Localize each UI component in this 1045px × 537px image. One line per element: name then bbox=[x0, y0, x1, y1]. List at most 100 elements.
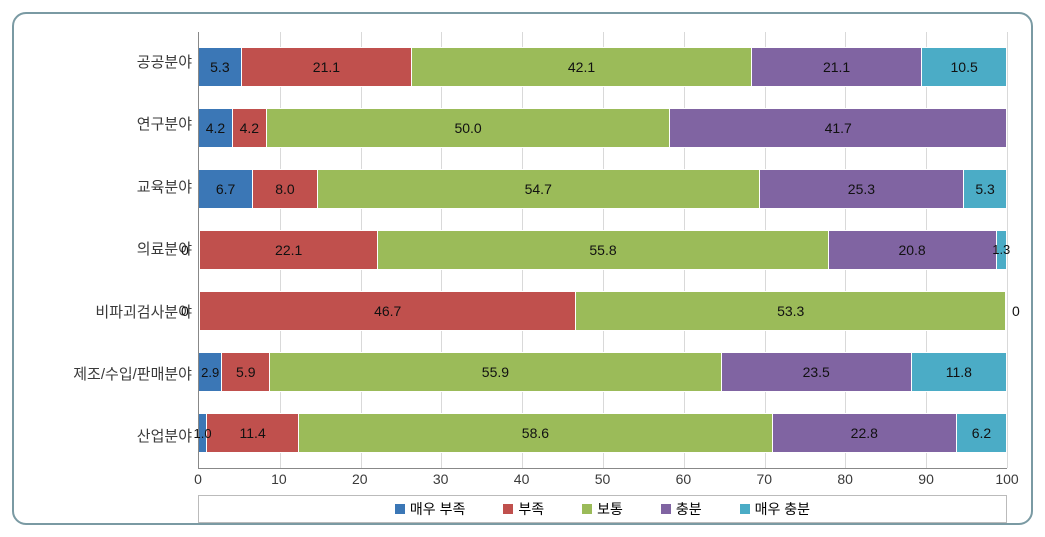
bar-segment: 22.1 bbox=[200, 230, 378, 270]
y-axis-label: 산업분야 bbox=[38, 429, 192, 446]
bar-segment: 41.7 bbox=[670, 108, 1007, 148]
bar-value-label: 0 bbox=[1012, 303, 1020, 319]
bar-segment: 21.1 bbox=[752, 47, 922, 87]
bar-segment: 25.3 bbox=[760, 169, 964, 209]
x-axis-tick: 100 bbox=[995, 471, 1018, 487]
bar-value-label: 22.8 bbox=[851, 425, 878, 441]
bar-value-label: 21.1 bbox=[313, 59, 340, 75]
x-axis: 0102030405060708090100 bbox=[198, 469, 1007, 491]
legend-label: 충분 bbox=[676, 499, 702, 519]
legend-swatch bbox=[395, 504, 405, 514]
legend-item: 매우 부족 bbox=[395, 499, 465, 519]
y-axis-label: 제조/수입/판매분야 bbox=[38, 367, 192, 384]
bar-value-label: 25.3 bbox=[848, 181, 875, 197]
bar-value-label: 6.2 bbox=[972, 425, 991, 441]
legend-item: 보통 bbox=[582, 499, 623, 519]
bar-segment: 4.2 bbox=[233, 108, 267, 148]
x-axis-tick: 90 bbox=[918, 471, 934, 487]
bar-row: 046.753.30 bbox=[199, 291, 1007, 331]
bar-value-label: 4.2 bbox=[240, 120, 259, 136]
y-axis-labels: 공공분야연구분야교육분야의료분야비파괴검사분야제조/수입/판매분야산업분야 bbox=[38, 32, 198, 469]
bar-row: 5.3 21.1 42.1 21.1 10.5 bbox=[199, 47, 1007, 87]
y-axis-label: 의료분야 bbox=[38, 242, 192, 259]
bar-value-label: 21.1 bbox=[823, 59, 850, 75]
legend-label: 부족 bbox=[518, 499, 544, 519]
legend-swatch bbox=[661, 504, 671, 514]
bar-segment: 11.8 bbox=[912, 352, 1007, 392]
bar-value-label: 4.2 bbox=[206, 120, 225, 136]
bar-segment: 6.7 bbox=[199, 169, 253, 209]
bar-segment: 23.5 bbox=[722, 352, 912, 392]
legend-swatch bbox=[503, 504, 513, 514]
bar-segment: 5.3 bbox=[199, 47, 242, 87]
x-axis-tick: 30 bbox=[433, 471, 449, 487]
bar-value-label: 0 bbox=[181, 303, 189, 319]
legend-item: 충분 bbox=[661, 499, 702, 519]
bar-value-label: 20.8 bbox=[898, 242, 925, 258]
bar-segment: 5.3 bbox=[964, 169, 1007, 209]
bar-row: 1.011.458.622.86.2 bbox=[199, 413, 1007, 453]
bar-segment: 6.2 bbox=[957, 413, 1007, 453]
bar-segment: 8.0 bbox=[253, 169, 318, 209]
x-axis-tick: 0 bbox=[194, 471, 202, 487]
legend-label: 매우 충분 bbox=[755, 499, 810, 519]
bar-segment: 55.8 bbox=[378, 230, 828, 270]
bar-segment: 58.6 bbox=[299, 413, 772, 453]
bar-row: 022.155.820.81.3 bbox=[199, 230, 1007, 270]
bar-value-label: 55.9 bbox=[482, 364, 509, 380]
bar-value-label: 5.9 bbox=[236, 364, 255, 380]
bar-value-label: 22.1 bbox=[275, 242, 302, 258]
bar-segment: 5.9 bbox=[222, 352, 270, 392]
bar-segment: 55.9 bbox=[270, 352, 722, 392]
bar-value-label: 54.7 bbox=[525, 181, 552, 197]
bar-segment: 50.0 bbox=[267, 108, 671, 148]
chart-area: 공공분야연구분야교육분야의료분야비파괴검사분야제조/수입/판매분야산업분야 5.… bbox=[38, 32, 1007, 469]
bar-value-label: 11.4 bbox=[240, 425, 266, 441]
bar-segment: 10.5 bbox=[922, 47, 1007, 87]
bar-segment: 46.7 bbox=[200, 291, 576, 331]
bar-value-label: 23.5 bbox=[803, 364, 830, 380]
bar-row: 4.2 4.2 50.0 41.7 bbox=[199, 108, 1007, 148]
bar-value-label: 6.7 bbox=[216, 181, 235, 197]
bar-segment: 53.3 bbox=[576, 291, 1006, 331]
bar-value-label: 0 bbox=[181, 242, 189, 258]
bar-segment: 11.4 bbox=[207, 413, 299, 453]
plot-area: 5.3 21.1 42.1 21.1 10.5 4.2 4.2 50.0 41.7 6.7 8.0 5… bbox=[198, 32, 1007, 469]
y-axis-label: 연구분야 bbox=[38, 117, 192, 134]
y-axis-label: 비파괴검사분야 bbox=[38, 305, 192, 322]
bar-segment: 4.2 bbox=[199, 108, 233, 148]
bar-value-label: 5.3 bbox=[975, 181, 994, 197]
legend-label: 매우 부족 bbox=[410, 499, 465, 519]
bar-value-label: 58.6 bbox=[522, 425, 549, 441]
bar-value-label: 41.7 bbox=[825, 120, 852, 136]
bar-value-label: 2.9 bbox=[201, 365, 219, 380]
legend-label: 보통 bbox=[597, 499, 623, 519]
y-axis-label: 교육분야 bbox=[38, 180, 192, 197]
bar-row: 6.7 8.0 54.7 25.3 5.3 bbox=[199, 169, 1007, 209]
legend-swatch bbox=[740, 504, 750, 514]
bar-value-label: 11.8 bbox=[946, 364, 972, 380]
bar-value-label: 55.8 bbox=[589, 242, 616, 258]
bar-value-label: 1.0 bbox=[194, 426, 212, 441]
bar-value-label: 53.3 bbox=[777, 303, 804, 319]
x-axis-tick: 80 bbox=[837, 471, 853, 487]
legend-swatch bbox=[582, 504, 592, 514]
bar-segment: 42.1 bbox=[412, 47, 752, 87]
bar-value-label: 8.0 bbox=[275, 181, 294, 197]
bar-segment: 1.3 bbox=[997, 230, 1007, 270]
bar-segment: 2.9 bbox=[199, 352, 222, 392]
bar-value-label: 50.0 bbox=[454, 120, 481, 136]
bar-value-label: 5.3 bbox=[210, 59, 229, 75]
bar-row: 2.9 5.9 55.9 23.5 11.8 bbox=[199, 352, 1007, 392]
bar-value-label: 10.5 bbox=[951, 59, 978, 75]
bar-value-label: 1.3 bbox=[992, 242, 1010, 257]
x-axis-tick: 40 bbox=[514, 471, 530, 487]
bar-value-label: 42.1 bbox=[568, 59, 595, 75]
bar-segment: 54.7 bbox=[318, 169, 760, 209]
legend: 매우 부족 부족 보통 충분 매우 충분 bbox=[198, 495, 1007, 523]
legend-item: 매우 충분 bbox=[740, 499, 810, 519]
bar-segment: 21.1 bbox=[242, 47, 412, 87]
bar-value-label: 46.7 bbox=[374, 303, 401, 319]
legend-item: 부족 bbox=[503, 499, 544, 519]
x-axis-tick: 10 bbox=[271, 471, 287, 487]
